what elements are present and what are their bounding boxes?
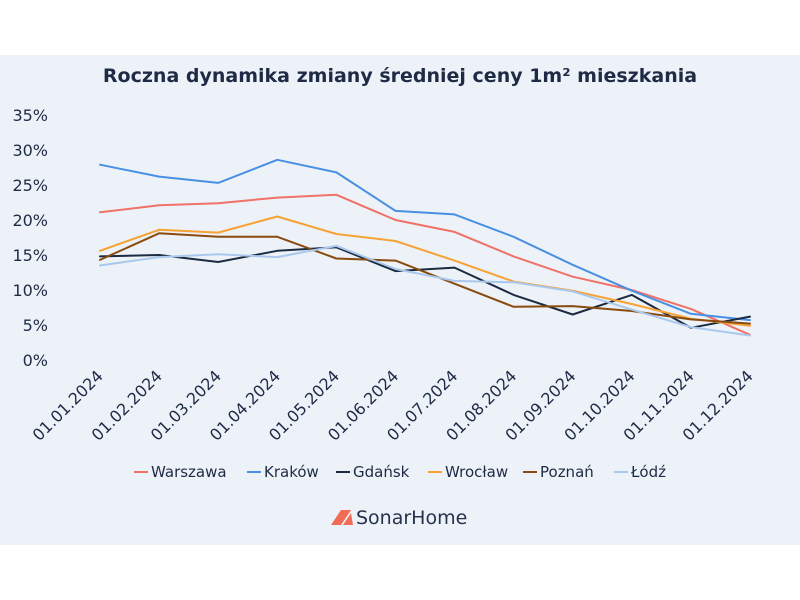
series-lines bbox=[99, 158, 751, 337]
chart-title: Roczna dynamika zmiany średniej ceny 1m²… bbox=[103, 65, 697, 87]
house-icon-roof bbox=[343, 513, 353, 525]
y-tick-label: 0% bbox=[23, 351, 48, 370]
x-axis-ticks: 01.01.202401.02.202401.03.202401.04.2024… bbox=[29, 366, 757, 444]
house-icon bbox=[331, 510, 351, 525]
series-line-warszawa bbox=[99, 193, 751, 336]
legend-label: Poznań bbox=[540, 463, 594, 481]
y-tick-label: 20% bbox=[12, 211, 48, 230]
legend-label: Wrocław bbox=[445, 463, 508, 481]
legend-label: Kraków bbox=[264, 463, 319, 481]
logo-text: SonarHome bbox=[356, 507, 467, 529]
y-axis-ticks: 0% 5% 10% 15% 20% 25% 30% 35% bbox=[12, 106, 48, 370]
sonarhome-logo: SonarHome bbox=[331, 507, 467, 529]
line-chart: Roczna dynamika zmiany średniej ceny 1m²… bbox=[12, 65, 757, 529]
y-tick-label: 5% bbox=[23, 316, 48, 335]
y-tick-label: 30% bbox=[12, 141, 48, 160]
y-tick-label: 10% bbox=[12, 281, 48, 300]
legend-label: Gdańsk bbox=[353, 463, 410, 481]
series-line-łódź bbox=[99, 244, 751, 337]
series-line-kraków bbox=[99, 158, 751, 322]
series-line-gdańsk bbox=[99, 246, 751, 329]
chart-panel: Roczna dynamika zmiany średniej ceny 1m²… bbox=[0, 55, 800, 545]
legend: Warszawa Kraków Gdańsk Wrocław Poznań Łódź bbox=[134, 463, 666, 481]
legend-label: Łódź bbox=[630, 463, 666, 481]
y-tick-label: 15% bbox=[12, 246, 48, 265]
legend-label: Warszawa bbox=[151, 463, 227, 481]
y-tick-label: 25% bbox=[12, 176, 48, 195]
y-tick-label: 35% bbox=[12, 106, 48, 125]
series-line-wrocław bbox=[99, 215, 751, 327]
